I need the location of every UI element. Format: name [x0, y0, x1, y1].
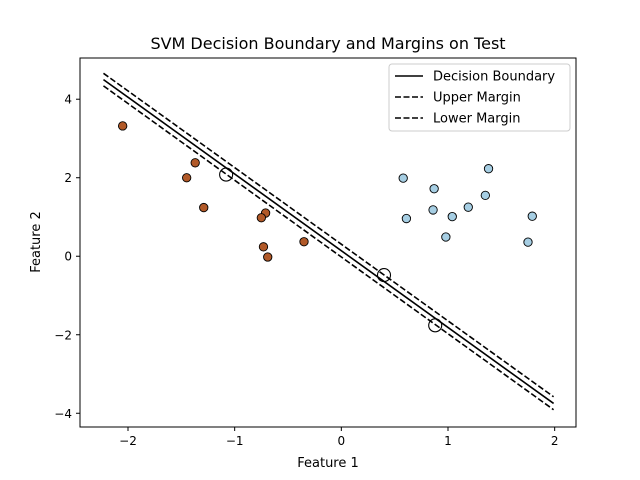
class-0-point [190, 158, 200, 168]
support-vector [376, 268, 392, 283]
x-tick-label: −1 [226, 434, 244, 448]
legend-box [388, 63, 571, 132]
legend-label: Lower Margin [433, 112, 520, 127]
y-tick-label: 4 [64, 93, 72, 107]
axes-frame [79, 57, 577, 428]
chart-title: SVM Decision Boundary and Margins on Tes… [150, 34, 505, 53]
class-1-point [429, 184, 439, 194]
class-1-point [428, 205, 438, 215]
x-tick-label: −2 [119, 434, 137, 448]
x-tick-label: 2 [551, 434, 559, 448]
class-0-point [118, 121, 128, 131]
class-0-point [182, 173, 192, 183]
class-0-point [199, 202, 209, 213]
class-1-point [441, 232, 451, 242]
class-0-point [258, 242, 269, 252]
x-tick-label: 0 [338, 434, 346, 448]
decision-boundary-line [102, 78, 555, 405]
plot-area [102, 72, 555, 411]
support-vector [219, 167, 234, 182]
class-0-point [256, 213, 266, 223]
class-1-point [480, 190, 490, 201]
y-tick-label: −4 [54, 407, 72, 421]
y-tick-label: −2 [54, 328, 72, 342]
support-vector [428, 318, 443, 333]
y-tick-label: 0 [64, 250, 72, 264]
x-axis-label: Feature 1 [297, 456, 359, 471]
class-1-point [398, 173, 408, 183]
axes: −2 −1 0 1 2 −4 −2 0 2 4 [54, 57, 577, 448]
class-1-point [463, 202, 473, 212]
class-0-point [263, 252, 273, 262]
class-1-point [523, 237, 533, 247]
class-1-point [447, 211, 457, 222]
class-1-point [483, 164, 494, 174]
legend-label: Decision Boundary [433, 70, 555, 85]
class-1-point [527, 211, 537, 221]
x-tick-label: 1 [444, 434, 452, 448]
y-axis-label: Feature 2 [29, 211, 44, 273]
class-1-point [401, 213, 412, 224]
upper-margin-line [102, 72, 555, 398]
lower-margin-line [102, 85, 555, 411]
legend-label: Upper Margin [433, 91, 521, 106]
y-tick-label: 2 [64, 171, 72, 185]
class-0-point [299, 237, 309, 247]
legend: Decision Boundary Upper Margin Lower Margi… [388, 63, 571, 132]
